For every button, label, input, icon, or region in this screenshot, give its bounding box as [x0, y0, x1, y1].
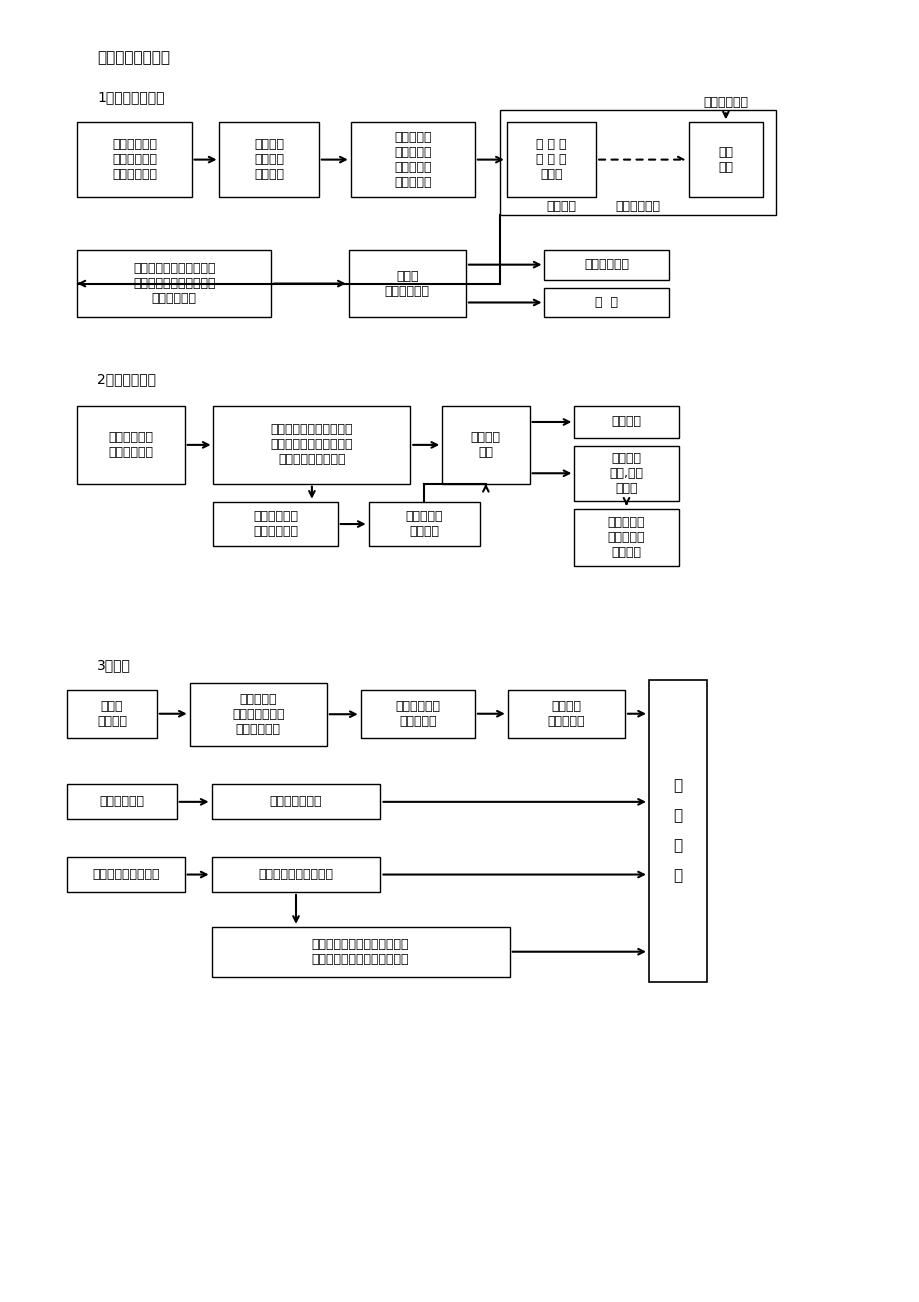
- Text: 总结表上交系部: 总结表上交系部: [269, 796, 322, 809]
- Text: 检查情况
汇总: 检查情况 汇总: [471, 431, 500, 458]
- Text: 2、检查、汇报: 2、检查、汇报: [97, 372, 156, 387]
- Bar: [350, 122, 474, 197]
- Text: 有关情况反馈，形成改进意见
并加以落实，将材料报教务处: 有关情况反馈，形成改进意见 并加以落实，将材料报教务处: [312, 937, 409, 966]
- Text: 1、计划组织实施: 1、计划组织实施: [97, 90, 165, 104]
- Bar: [220, 122, 319, 197]
- Text: 召开实习总结、研讨会: 召开实习总结、研讨会: [258, 868, 333, 881]
- Bar: [442, 406, 529, 484]
- Text: 带队教师考核: 带队教师考核: [703, 96, 747, 109]
- Bar: [189, 682, 326, 746]
- Bar: [211, 784, 380, 819]
- Text: 归  档: 归 档: [595, 296, 618, 309]
- Text: 将专业实习总结、实习手
册、实习成绩登记表等汇
总报送教务处: 将专业实习总结、实习手 册、实习成绩登记表等汇 总报送教务处: [133, 262, 215, 305]
- Bar: [687, 122, 763, 197]
- Text: 材

料

归

档: 材 料 归 档: [673, 779, 682, 883]
- Bar: [573, 406, 678, 437]
- Bar: [213, 406, 410, 484]
- Text: 带队教师总结: 带队教师总结: [99, 796, 144, 809]
- Text: 系部拟定实习
教学检查计划: 系部拟定实习 教学检查计划: [108, 431, 153, 458]
- Bar: [507, 690, 624, 738]
- Bar: [67, 857, 185, 892]
- Text: 组织平衡、确
定实习成绩: 组织平衡、确 定实习成绩: [395, 699, 440, 728]
- Bar: [77, 250, 271, 318]
- Text: 教务处审
核后下达
实习任务: 教务处审 核后下达 实习任务: [254, 138, 284, 181]
- Bar: [499, 111, 776, 215]
- Text: 有关情况
反馈,相关
系整改: 有关情况 反馈,相关 系整改: [608, 452, 642, 495]
- Text: 各系部实习工作总结: 各系部实习工作总结: [92, 868, 160, 881]
- Text: 教务处
确认实习成绩: 教务处 确认实习成绩: [384, 270, 429, 298]
- Text: 实习
总结: 实习 总结: [718, 146, 732, 173]
- Text: 各系根据教学
计划向教务处
提交实习方案: 各系根据教学 计划向教务处 提交实习方案: [112, 138, 157, 181]
- Bar: [573, 445, 678, 501]
- Text: 系部考核: 系部考核: [546, 201, 576, 214]
- Bar: [211, 927, 509, 976]
- Text: 实习考核表
于实习结束后两
周内送到各系: 实习考核表 于实习结束后两 周内送到各系: [232, 693, 284, 736]
- Bar: [648, 680, 706, 982]
- Text: 按 计 划
分 赴 实
习单位: 按 计 划 分 赴 实 习单位: [536, 138, 566, 181]
- Bar: [77, 406, 185, 484]
- Bar: [211, 857, 380, 892]
- Text: 实习单位考核: 实习单位考核: [615, 201, 660, 214]
- Bar: [77, 122, 191, 197]
- Bar: [369, 501, 480, 547]
- Text: 实习生
个人总结: 实习生 个人总结: [97, 699, 127, 728]
- Text: 实习成绩
送交教务处: 实习成绩 送交教务处: [547, 699, 584, 728]
- Bar: [544, 288, 668, 318]
- Bar: [213, 501, 337, 547]
- Bar: [67, 690, 156, 738]
- Text: 系汇报检查
实习情况: 系汇报检查 实习情况: [405, 510, 442, 538]
- Bar: [360, 690, 474, 738]
- Text: 整改意见及
效果材料报
送教务处: 整改意见及 效果材料报 送教务处: [607, 516, 644, 559]
- Bar: [67, 784, 176, 819]
- Text: 校领导、教务处、学工处
就业办、系部等有关人员
下实习单位巡视检查: 校领导、教务处、学工处 就业办、系部等有关人员 下实习单位巡视检查: [270, 423, 353, 466]
- Bar: [573, 509, 678, 566]
- Text: 各系组织实
习生学习实
习文件，作
好动员工作: 各系组织实 习生学习实 习文件，作 好动员工作: [393, 130, 431, 189]
- Bar: [506, 122, 596, 197]
- Text: 3、总结: 3、总结: [97, 658, 130, 672]
- Text: 系部登录成绩: 系部登录成绩: [584, 258, 629, 271]
- Bar: [544, 250, 668, 280]
- Text: 三、毕业实习工作: 三、毕业实习工作: [97, 49, 170, 65]
- Text: 带队教师汇报
前期实习情况: 带队教师汇报 前期实习情况: [253, 510, 298, 538]
- Bar: [348, 250, 465, 318]
- Text: 材料归档: 材料归档: [611, 415, 641, 428]
